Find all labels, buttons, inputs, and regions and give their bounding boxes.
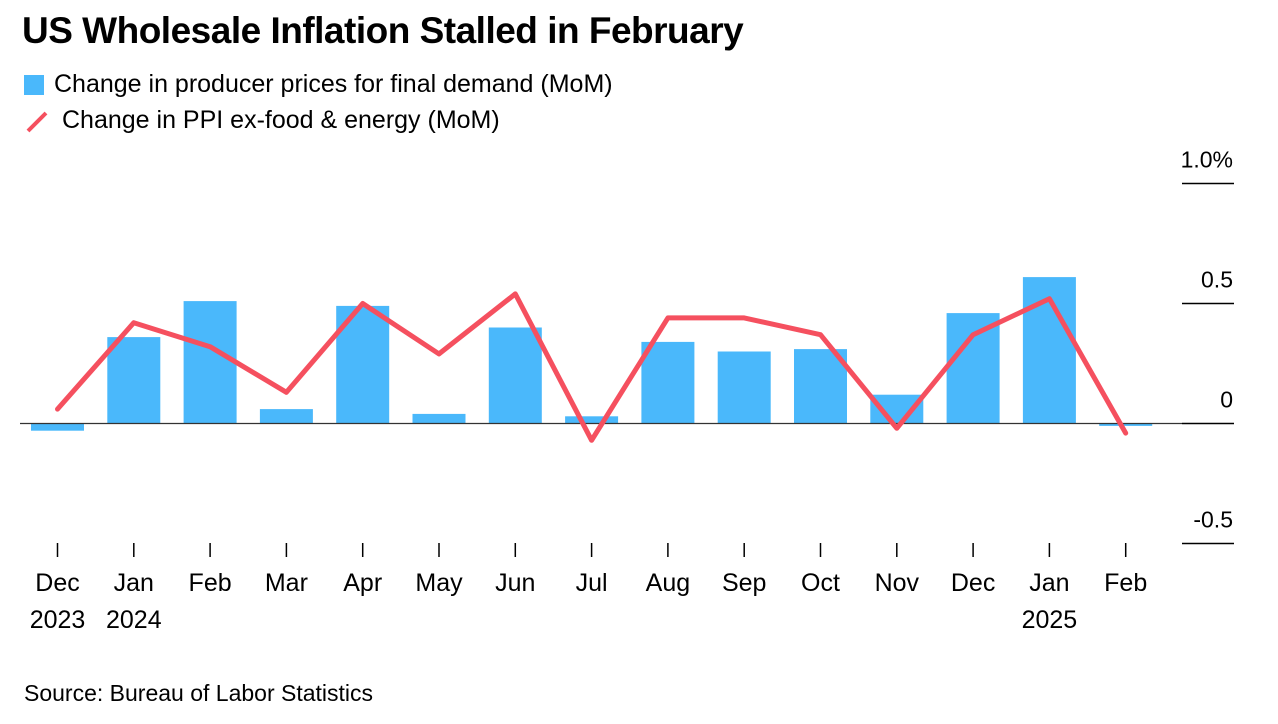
legend-item-bar: Change in producer prices for final dema… (24, 70, 613, 99)
x-tick-label: Dec (35, 569, 79, 597)
x-tick-label: Feb (1104, 569, 1147, 597)
x-tick-label: Jan (1029, 569, 1069, 597)
x-tick-label: Sep (722, 569, 766, 597)
x-tick-label: Aug (646, 569, 690, 597)
bar (565, 416, 619, 424)
bar (794, 349, 847, 424)
x-tick-label: Oct (801, 569, 840, 597)
y-tick-label: 1.0% (1181, 147, 1233, 173)
x-year-label: 2023 (30, 606, 86, 634)
chart-title: US Wholesale Inflation Stalled in Februa… (22, 10, 744, 51)
x-year-label: 2025 (1022, 606, 1078, 634)
x-tick-label: Feb (189, 569, 232, 597)
bar (259, 409, 313, 424)
x-tick-label: Dec (951, 569, 995, 597)
bar (488, 327, 542, 424)
x-tick-label: Nov (875, 569, 920, 597)
legend-line-label: Change in PPI ex-food & energy (MoM) (62, 106, 500, 134)
bar (946, 313, 1000, 424)
x-tick-label: May (415, 569, 463, 597)
bar (641, 341, 695, 424)
legend-line-swatch (24, 107, 52, 135)
x-tick-label: Jul (576, 569, 608, 597)
legend-item-line: Change in PPI ex-food & energy (MoM) (24, 106, 500, 135)
bar (717, 351, 771, 424)
y-tick-label: 0.5 (1201, 267, 1233, 293)
legend-bar-label: Change in producer prices for final dema… (54, 70, 613, 98)
y-tick-label: -0.5 (1193, 507, 1233, 533)
legend-bar-swatch (24, 74, 44, 95)
y-tick-label: 0 (1220, 387, 1233, 413)
bar (107, 337, 161, 424)
x-year-label: 2024 (106, 606, 162, 634)
source-note: Source: Bureau of Labor Statistics (24, 680, 374, 706)
x-tick-label: Apr (343, 569, 382, 597)
bar (183, 301, 237, 424)
x-tick-label: Jan (114, 569, 154, 597)
x-tick-label: Jun (495, 569, 535, 597)
bar (1099, 423, 1153, 426)
x-tick-label: Mar (265, 569, 308, 597)
bar (412, 413, 466, 424)
bar (31, 423, 84, 431)
